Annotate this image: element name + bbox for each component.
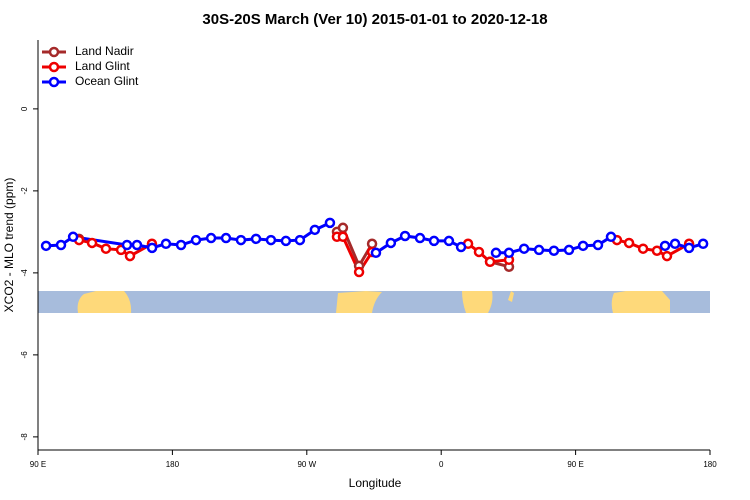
x-tick-label: 90 W	[297, 460, 316, 469]
data-point	[370, 247, 382, 259]
data-point	[366, 238, 378, 250]
data-point	[86, 237, 98, 249]
data-point	[669, 238, 681, 250]
y-tick-label: -8	[20, 433, 29, 441]
data-point	[324, 217, 336, 229]
data-point	[175, 239, 187, 251]
data-point	[605, 231, 617, 243]
data-point	[280, 235, 292, 247]
y-axis-label: XCO2 - MLO trend (ppm)	[2, 178, 16, 313]
legend-label: Ocean Glint	[75, 74, 139, 88]
data-point	[131, 239, 143, 251]
data-point	[235, 234, 247, 246]
map-band	[38, 291, 710, 313]
data-point	[220, 232, 232, 244]
legend-marker	[48, 76, 60, 88]
data-point	[121, 239, 133, 251]
x-tick-label: 90 E	[567, 460, 583, 469]
data-point	[353, 266, 365, 278]
data-point	[563, 244, 575, 256]
series-line	[78, 235, 690, 276]
data-point	[490, 247, 502, 259]
legend-label: Land Glint	[75, 59, 130, 73]
y-tick-label: -6	[20, 351, 29, 359]
data-point	[265, 234, 277, 246]
data-point	[337, 231, 349, 243]
data-point	[697, 238, 709, 250]
data-point	[577, 240, 589, 252]
data-point	[651, 245, 663, 256]
data-point	[337, 222, 349, 234]
y-tick-label: -4	[20, 269, 29, 277]
data-point	[100, 243, 112, 254]
legend-marker	[48, 61, 60, 73]
data-point	[592, 239, 604, 251]
data-point	[548, 245, 560, 256]
data-point	[40, 240, 52, 252]
data-point	[473, 246, 485, 258]
data-point	[533, 244, 545, 256]
data-point	[190, 234, 202, 246]
data-point	[683, 242, 695, 254]
x-tick-label: 180	[166, 460, 180, 469]
data-point	[414, 232, 426, 244]
data-point	[443, 235, 455, 247]
data-point	[385, 237, 397, 249]
legend-marker	[48, 46, 60, 58]
data-point	[484, 256, 496, 268]
legend-label: Land Nadir	[75, 44, 134, 58]
x-tick-label: 0	[439, 460, 444, 469]
data-point	[55, 239, 67, 251]
data-point	[428, 235, 440, 247]
chart-title: 30S-20S March (Ver 10) 2015-01-01 to 202…	[202, 11, 547, 28]
data-point	[455, 241, 467, 253]
y-tick-label: 0	[20, 106, 29, 111]
data-point	[637, 243, 649, 254]
data-point	[124, 250, 136, 262]
data-point	[294, 234, 306, 246]
data-point	[205, 232, 217, 244]
data-point	[518, 243, 530, 254]
data-point	[146, 242, 158, 254]
data-point	[160, 238, 172, 250]
data-point	[250, 233, 262, 245]
data-point	[659, 240, 671, 252]
x-tick-label: 180	[703, 460, 717, 469]
x-tick-label: 90 E	[30, 460, 46, 469]
data-point	[399, 230, 411, 242]
data-point	[67, 231, 79, 243]
data-point	[623, 237, 635, 249]
data-point	[309, 224, 321, 236]
data-point	[503, 247, 515, 259]
data-point	[661, 250, 673, 262]
y-tick-label: -2	[20, 187, 29, 195]
series-line	[336, 225, 510, 270]
x-axis-label: Longitude	[349, 476, 402, 490]
